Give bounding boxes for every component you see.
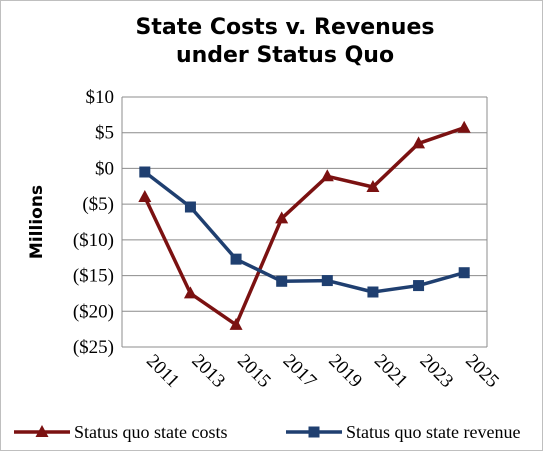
data-point-marker [457,120,471,133]
data-point-marker [229,317,243,330]
x-tick-label: 2011 [142,350,183,391]
data-point-marker [413,280,425,292]
chart-title-line-1: State Costs v. Revenues [136,15,435,40]
x-tick-label: 2017 [279,350,321,392]
legend: Status quo state costs Status quo state r… [14,422,520,442]
y-tick-label: ($5) [82,194,114,215]
data-point-marker [412,136,426,149]
data-point-marker [366,180,380,192]
y-tick-label: ($20) [73,301,114,322]
data-point-marker [320,169,334,182]
series-line-1 [143,126,465,327]
x-tick-label: 2023 [416,350,458,392]
y-axis-label: Millions [27,185,47,259]
legend-label-1: Status quo state costs [74,422,228,442]
x-tick-label: 2015 [233,350,275,392]
x-tick-label: 2021 [370,350,412,392]
gridlines [122,96,487,348]
y-tick-label: $0 [95,158,114,179]
data-point-marker [321,275,333,287]
y-tick-labels: $10 $5 $0 ($5) ($10) ($15) ($20) ($25) [73,87,114,358]
data-point-marker [458,267,470,279]
data-point-marker [275,211,289,224]
legend-label-2: Status quo state revenue [346,422,520,442]
y-tick-label: $10 [86,87,115,108]
series-line-2 [143,170,465,294]
x-tick-labels: 2011 2013 2015 2017 2019 2021 2023 2025 [142,350,503,392]
series-group [138,120,471,330]
data-point-marker [367,286,379,298]
y-tick-label: ($10) [73,230,114,251]
data-point-marker [138,190,152,202]
x-tick-label: 2025 [461,350,503,392]
y-tick-label: ($25) [73,337,114,358]
data-point-marker [230,253,242,265]
legend-marker-2 [308,426,320,438]
axes [121,97,488,348]
data-point-marker [183,286,197,299]
y-tick-label: $5 [95,123,114,144]
y-tick-label: ($15) [73,266,114,287]
x-tick-label: 2013 [187,350,229,392]
legend-marker-1 [35,425,49,437]
data-point-marker [139,166,151,178]
x-tick-label: 2019 [324,350,366,392]
data-point-marker [184,201,196,213]
data-point-marker [276,275,288,287]
chart-title-line-2: under Status Quo [176,43,394,68]
